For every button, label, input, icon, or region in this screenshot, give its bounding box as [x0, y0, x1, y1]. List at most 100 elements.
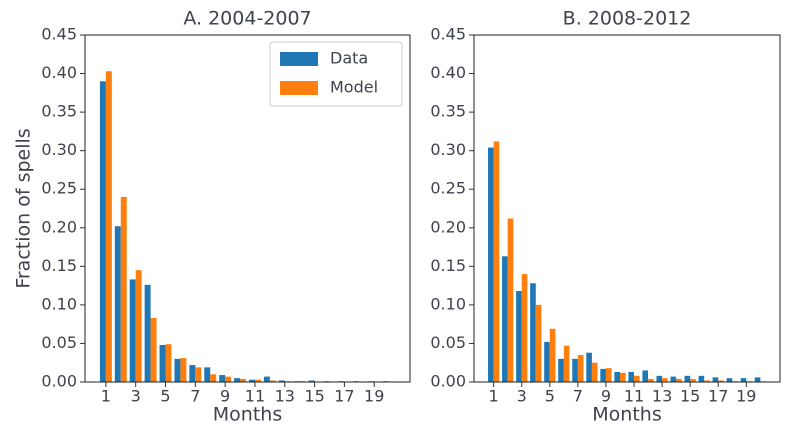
- bar: [670, 376, 677, 382]
- y-tick-label: 0.20: [41, 217, 77, 236]
- bar: [165, 344, 172, 382]
- y-tick-label: 0.00: [41, 372, 77, 391]
- x-tick-label: 15: [304, 387, 324, 406]
- bar: [507, 218, 514, 382]
- bar: [614, 371, 620, 382]
- bar: [648, 378, 654, 382]
- bar: [308, 380, 315, 382]
- bar: [210, 374, 217, 382]
- bar: [754, 377, 761, 382]
- bar: [605, 368, 612, 382]
- bar: [676, 378, 682, 382]
- bar: [516, 291, 522, 382]
- y-tick-label: 0.40: [41, 63, 77, 82]
- bar: [577, 355, 584, 382]
- bar: [726, 378, 733, 382]
- bar: [488, 147, 494, 382]
- bar: [656, 375, 663, 382]
- x-tick-label: 1: [489, 387, 499, 406]
- bar: [135, 270, 142, 382]
- x-tick-label: 7: [190, 387, 200, 406]
- bar: [254, 379, 261, 382]
- bar: [263, 376, 270, 382]
- y-axis-label: Fraction of spells: [13, 128, 35, 288]
- bar: [712, 377, 719, 382]
- x-tick-label: 5: [160, 387, 170, 406]
- legend-label: Model: [330, 78, 378, 97]
- bar: [698, 375, 705, 382]
- y-tick-label: 0.20: [430, 217, 466, 236]
- bar: [521, 274, 528, 382]
- plot-frame: [84, 34, 411, 383]
- x-tick-label: 5: [545, 387, 555, 406]
- plot-frame: [473, 34, 781, 383]
- bar: [248, 379, 255, 382]
- y-tick-label: 0.45: [41, 25, 77, 44]
- y-tick-label: 0.05: [430, 333, 466, 352]
- x-tick-label: 11: [245, 387, 265, 406]
- legend-swatch: [280, 81, 318, 95]
- y-tick-label: 0.35: [41, 102, 77, 121]
- x-tick-label: 1: [101, 387, 111, 406]
- bar: [225, 376, 232, 382]
- chart-title: B. 2008-2012: [563, 8, 692, 30]
- bar: [563, 345, 570, 382]
- y-tick-label: 0.15: [41, 256, 77, 275]
- bar: [684, 375, 691, 382]
- bar: [204, 367, 211, 382]
- bar: [662, 378, 668, 382]
- y-tick-label: 0.10: [41, 294, 77, 313]
- bar: [99, 81, 106, 383]
- y-tick-label: 0.00: [430, 372, 466, 391]
- bar: [493, 141, 500, 382]
- x-tick-label: 19: [364, 387, 384, 406]
- bar: [240, 378, 247, 382]
- x-axis-label: Months: [213, 404, 282, 426]
- y-tick-label: 0.10: [430, 294, 466, 313]
- y-tick-label: 0.25: [430, 179, 466, 198]
- bar: [502, 256, 508, 382]
- x-tick-label: 17: [334, 387, 354, 406]
- x-tick-label: 9: [220, 387, 230, 406]
- x-tick-label: 13: [652, 387, 672, 406]
- legend-swatch: [280, 52, 318, 66]
- bar: [690, 378, 696, 382]
- bar: [269, 380, 276, 382]
- x-axis-label: Months: [592, 404, 661, 426]
- bar: [642, 370, 649, 382]
- bar: [530, 283, 536, 382]
- x-tick-label: 13: [275, 387, 295, 406]
- bar: [174, 358, 181, 382]
- bar: [189, 365, 196, 382]
- chart-title: A. 2004-2007: [183, 8, 311, 30]
- x-tick-label: 19: [736, 387, 756, 406]
- bar: [718, 380, 724, 382]
- x-tick-label: 9: [601, 387, 611, 406]
- y-tick-label: 0.25: [41, 179, 77, 198]
- bar: [549, 328, 556, 382]
- bar: [234, 378, 241, 382]
- x-tick-label: 11: [624, 387, 644, 406]
- bar: [704, 380, 710, 382]
- bar: [129, 279, 136, 382]
- bar: [586, 352, 592, 382]
- bar: [634, 375, 640, 382]
- bar: [114, 226, 121, 382]
- y-tick-label: 0.40: [430, 63, 466, 82]
- bar: [558, 358, 564, 382]
- x-tick-label: 3: [517, 387, 527, 406]
- bar: [535, 304, 542, 382]
- bar: [219, 375, 226, 382]
- bar: [628, 371, 635, 382]
- bar: [544, 341, 550, 382]
- legend-label: Data: [330, 49, 368, 68]
- y-tick-label: 0.05: [41, 333, 77, 352]
- bar: [195, 367, 202, 382]
- x-tick-label: 17: [708, 387, 728, 406]
- y-tick-label: 0.30: [41, 140, 77, 159]
- x-tick-label: 15: [680, 387, 700, 406]
- bar: [105, 71, 112, 383]
- bar: [159, 344, 166, 382]
- bar: [150, 317, 157, 382]
